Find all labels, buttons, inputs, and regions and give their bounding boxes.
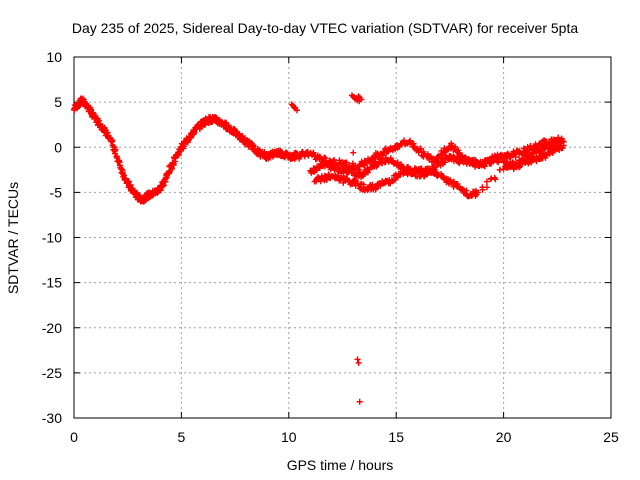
band-lower-point [560,142,567,149]
band-upper-point [417,145,424,152]
band-upper-point [452,143,459,150]
band-upper-point [310,149,317,156]
outliers-point [354,356,361,363]
main-trace-point [115,158,122,165]
band-middle-point [398,162,405,169]
band-upper-point [512,154,519,161]
y-tick-label: -25 [42,365,62,381]
band-lower-point [372,186,379,193]
y-axis-ticks: 10 5 0 -5 -10 -15 -20 -25 -30 [42,49,611,426]
band-middle-point [394,159,401,166]
y-axis-label: SDTVAR / TECUs [5,182,21,294]
band-middle-point [433,163,440,170]
grid-lines [74,57,611,418]
band-lower-point [496,166,503,173]
data-points [71,92,567,405]
main-trace-point [125,178,132,185]
band-lower-point [344,175,351,182]
band-upper-point [342,159,349,166]
main-trace-point [119,169,126,176]
x-tick-label: 15 [388,429,404,445]
x-tick-label: 20 [496,429,512,445]
band-upper-point [555,134,562,141]
x-tick-label: 5 [178,429,186,445]
outliers-point [350,149,357,156]
band-lower-point [474,189,481,196]
band-upper-point [331,156,338,163]
band-lower-point [515,162,522,169]
outliers-point [356,398,363,405]
y-tick-label: 10 [46,49,62,65]
x-tick-label: 10 [281,429,297,445]
y-tick-label: 5 [54,94,62,110]
y-tick-label: -15 [42,275,62,291]
y-tick-label: -10 [42,230,62,246]
band-lower-point [483,184,490,191]
band-middle-point [502,155,509,162]
main-trace-point [222,120,229,127]
outliers-point [290,104,297,111]
outliers-point [358,96,365,103]
band-lower-point [483,178,490,185]
band-upper-point [449,142,456,149]
main-trace-point [79,95,86,102]
x-axis-ticks: 0 5 10 15 20 25 [70,57,619,445]
band-upper-point [559,138,566,145]
y-tick-label: -30 [42,410,62,426]
main-trace-point [191,129,198,136]
y-tick-label: -5 [50,184,63,200]
x-tick-label: 0 [70,429,78,445]
x-tick-label: 25 [603,429,619,445]
y-tick-label: 0 [54,139,62,155]
outliers-point [355,359,362,366]
main-trace-point [112,146,119,153]
x-axis-label: GPS time / hours [287,457,394,473]
band-middle-point [352,171,359,178]
outliers-point [293,107,300,114]
main-trace-point [250,142,257,149]
y-tick-label: -20 [42,320,62,336]
chart-title: Day 235 of 2025, Sidereal Day-to-day VTE… [72,20,579,36]
band-middle-point [481,163,488,170]
band-lower-point [491,174,498,181]
outliers-point [355,93,362,100]
